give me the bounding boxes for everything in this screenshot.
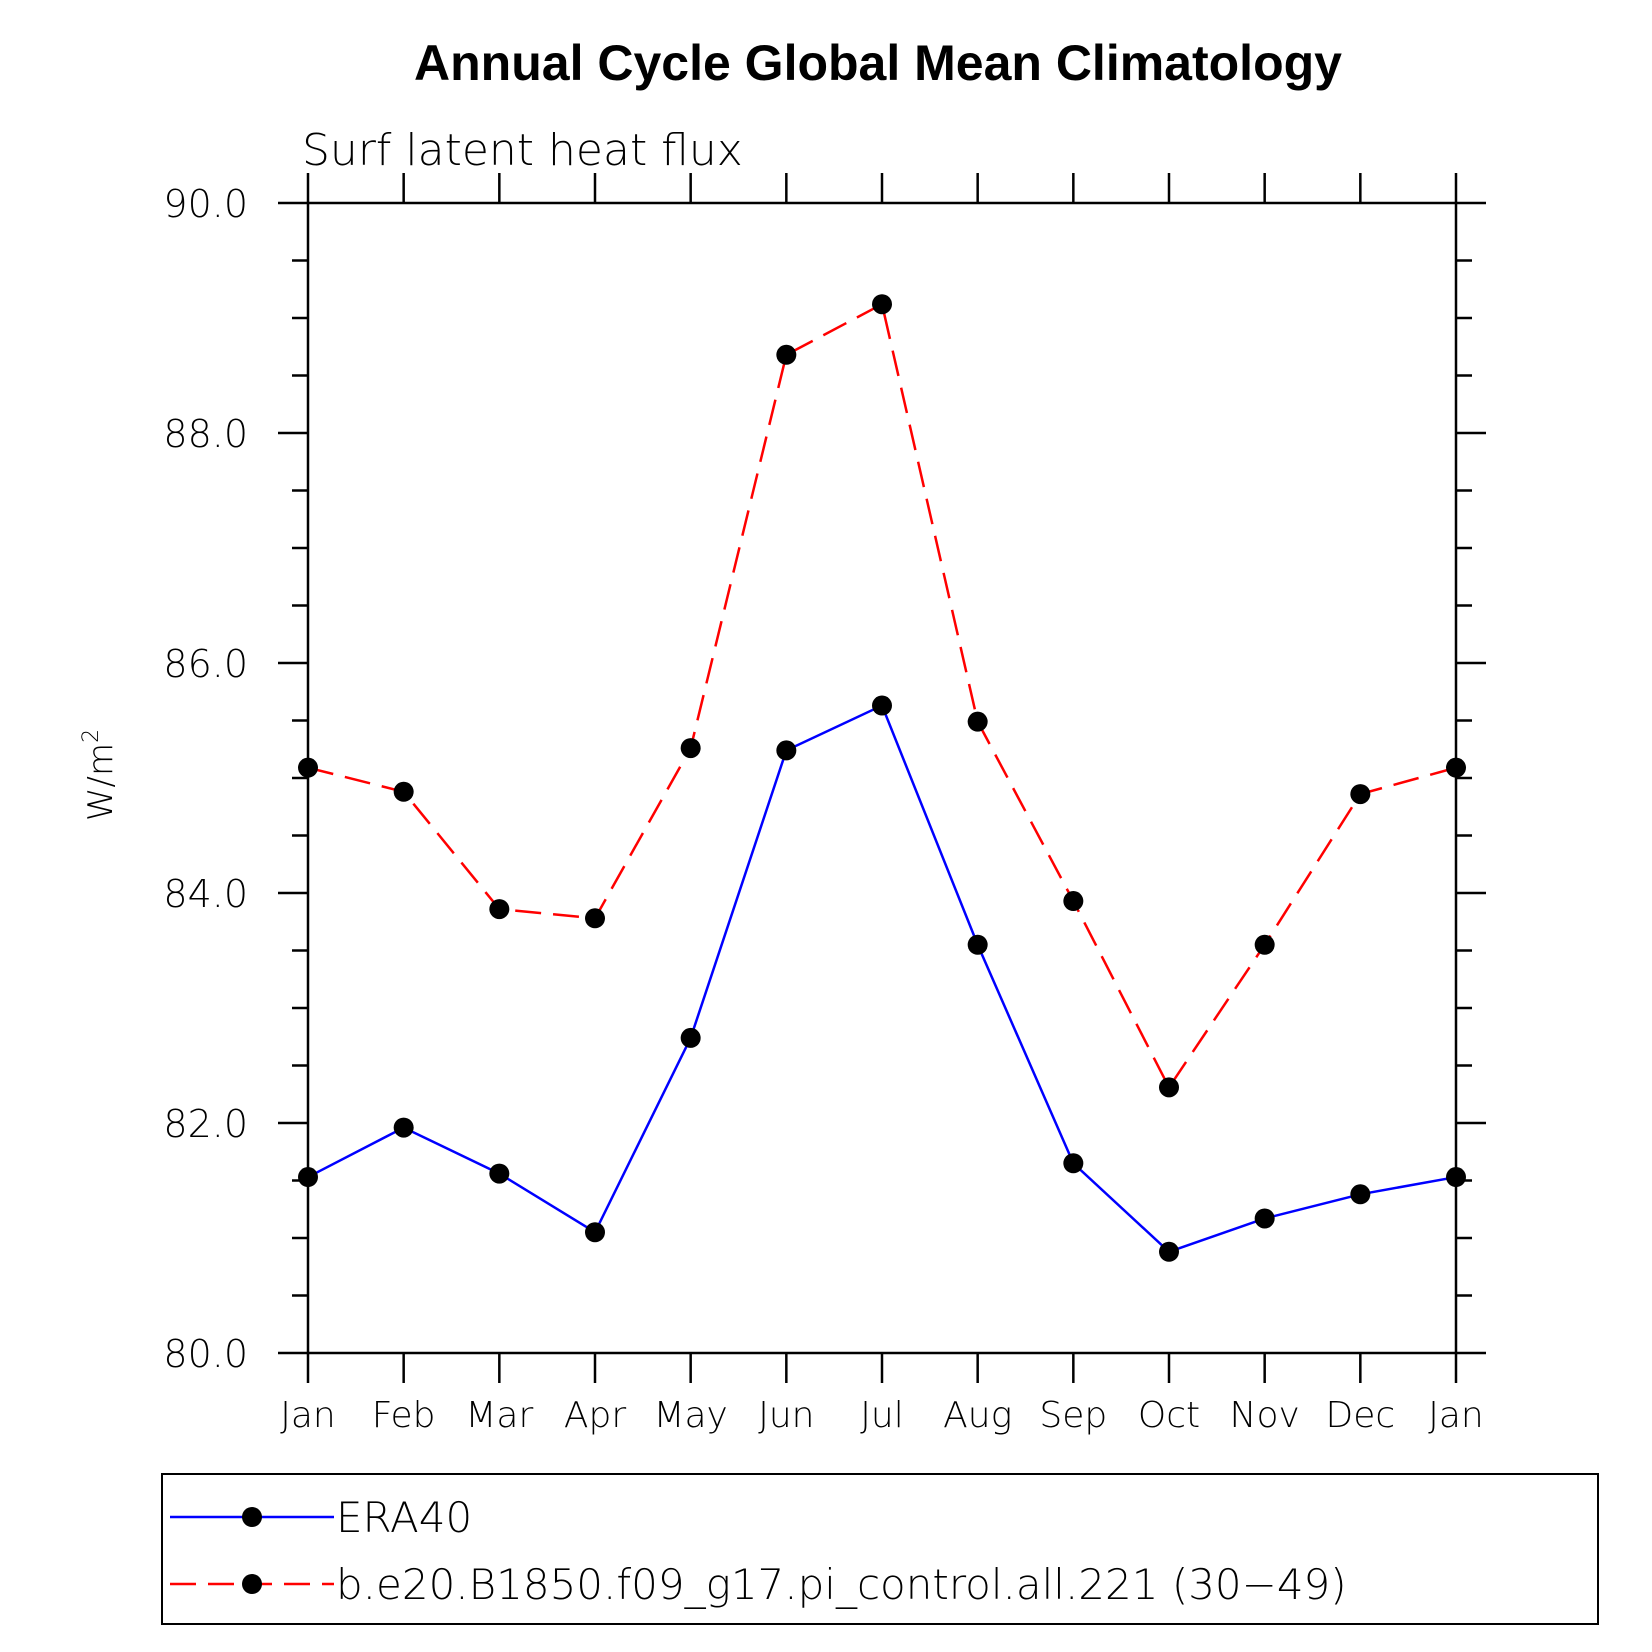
data-point	[680, 1027, 701, 1048]
data-point	[393, 1117, 414, 1138]
plot-frame	[306, 201, 1458, 1355]
legend-marker	[242, 1574, 262, 1594]
data-point	[776, 740, 797, 761]
y-axis-label: W/m2	[79, 729, 121, 821]
data-point	[489, 899, 510, 920]
x-tick-label: Mar	[465, 1395, 533, 1436]
legend-label: ERA40	[336, 1493, 472, 1542]
x-tick-label: May	[653, 1395, 727, 1436]
series-line	[307, 703, 1457, 1254]
data-point	[585, 908, 605, 929]
y-tick-label: 86.0	[163, 642, 248, 686]
x-tick-label: Apr	[564, 1395, 626, 1436]
data-point	[393, 781, 414, 802]
data-point	[1446, 757, 1466, 778]
y-tick-label: 90.0	[163, 182, 248, 226]
data-point	[1254, 934, 1275, 955]
data-point	[298, 1167, 318, 1188]
x-tick-label: Oct	[1138, 1395, 1200, 1436]
series-group	[298, 294, 1466, 1262]
legend-marker	[242, 1507, 262, 1527]
y-axis-label-exponent: 2	[79, 729, 104, 743]
y-axis-label-base: W/m	[81, 743, 121, 821]
y-tick-label: 84.0	[163, 872, 248, 916]
data-point	[872, 294, 892, 315]
data-point	[585, 1222, 605, 1243]
x-tick-label: Aug	[943, 1395, 1012, 1436]
x-tick-label: Jan	[280, 1395, 336, 1436]
chart-title: Annual Cycle Global Mean Climatology	[414, 35, 1342, 91]
data-point	[1159, 1241, 1179, 1262]
data-point	[1350, 1184, 1371, 1205]
x-tick-label: Jul	[860, 1395, 903, 1436]
data-point	[967, 934, 988, 955]
data-point	[1254, 1208, 1275, 1229]
data-point	[1063, 1153, 1084, 1174]
data-point	[1063, 891, 1084, 912]
data-point	[1350, 784, 1371, 805]
y-tick-label: 80.0	[163, 1332, 248, 1376]
axes: 80.0 82.0 84.0 86.0 88.0 90.0 Jan Feb Mar Apr May J…	[163, 173, 1486, 1436]
y-tick-label: 82.0	[163, 1102, 248, 1146]
data-point	[298, 757, 318, 778]
x-tick-label: Feb	[372, 1395, 436, 1436]
chart-subtitle: Surf latent heat flux	[302, 125, 743, 176]
data-point	[776, 344, 797, 365]
x-tick-label: Jan	[1428, 1395, 1484, 1436]
x-tick-label: Dec	[1325, 1395, 1395, 1436]
x-tick-label: Jun	[758, 1395, 814, 1436]
data-point	[1159, 1077, 1179, 1098]
data-point	[489, 1163, 510, 1184]
data-point	[1446, 1167, 1466, 1188]
x-tick-label: Nov	[1230, 1395, 1300, 1436]
x-tick-label: Sep	[1039, 1395, 1107, 1436]
data-point	[967, 711, 988, 732]
data-point	[872, 695, 892, 716]
legend-box	[161, 1473, 1599, 1625]
legend: ERA40 b.e20.B1850.f09_g17.pi_control.all.…	[161, 1473, 1599, 1625]
data-point	[680, 738, 701, 759]
y-tick-label: 88.0	[163, 412, 248, 456]
legend-label: b.e20.B1850.f09_g17.pi_control.all.221 (…	[336, 1560, 1347, 1609]
